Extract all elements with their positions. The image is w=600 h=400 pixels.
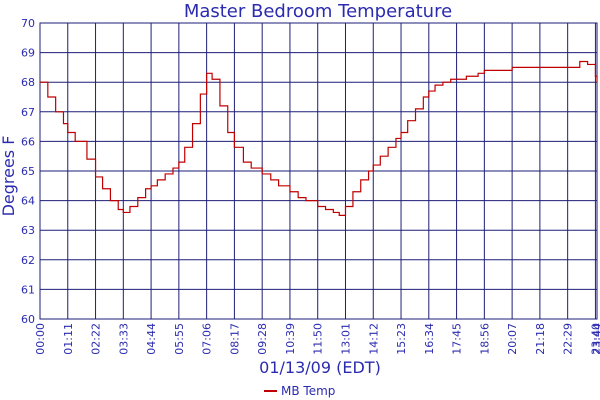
x-tick-label: 16:34	[423, 323, 436, 355]
x-tick-label: 05:55	[173, 323, 186, 355]
x-tick-label: 02:22	[90, 323, 103, 355]
x-tick-label: 15:23	[395, 323, 408, 355]
x-tick-label: 18:56	[478, 323, 491, 355]
plot-border	[39, 22, 598, 320]
y-tick-label: 67	[21, 106, 35, 119]
x-tick-label: 04:44	[145, 323, 158, 355]
x-tick-label: 00:00	[34, 323, 47, 355]
x-tick-label: 13:01	[339, 323, 352, 355]
y-tick-label: 65	[21, 165, 35, 178]
chart-title: Master Bedroom Temperature	[184, 1, 452, 22]
x-tick-label: 21:18	[534, 323, 547, 355]
x-axis-label: 01/13/09 (EDT)	[259, 358, 381, 377]
x-ticks: 00:00 01:11 02:22 03:33 04:44 05:55 07:06 08:17…	[34, 323, 600, 355]
series-line	[40, 60, 598, 216]
x-tick-label: 14:12	[367, 323, 380, 355]
legend-label: MB Temp	[281, 384, 335, 398]
x-tick-label: 23:40	[589, 323, 600, 355]
x-tick-label: 20:07	[506, 323, 519, 355]
y-tick-label: 60	[21, 313, 35, 326]
x-tick-label: 09:28	[256, 323, 269, 355]
x-tick-label: 17:45	[451, 323, 464, 355]
y-tick-label: 70	[21, 17, 35, 30]
legend: MB Temp	[264, 384, 335, 398]
y-tick-label: 64	[21, 195, 35, 208]
x-tick-label: 22:29	[562, 323, 575, 355]
y-tick-label: 62	[21, 254, 35, 267]
x-tick-label: 03:33	[117, 323, 130, 355]
y-tick-label: 66	[21, 135, 35, 148]
x-tick-label: 08:17	[228, 323, 241, 355]
y-tick-label: 61	[21, 283, 35, 296]
x-tick-label: 10:39	[284, 323, 297, 355]
x-tick-label: 01:11	[62, 323, 75, 355]
y-tick-label: 63	[21, 224, 35, 237]
y-ticks: 60 61 62 63 64 65 66 67 68 69 70	[21, 17, 35, 326]
x-tick-label: 23:44	[591, 323, 600, 355]
y-tick-label: 68	[21, 76, 35, 89]
y-axis-label: Degrees F	[0, 136, 18, 217]
x-tick-label: 11:50	[312, 323, 325, 355]
x-tick-label: 07:06	[201, 323, 214, 355]
y-tick-label: 69	[21, 47, 35, 60]
series-layer	[40, 60, 598, 216]
